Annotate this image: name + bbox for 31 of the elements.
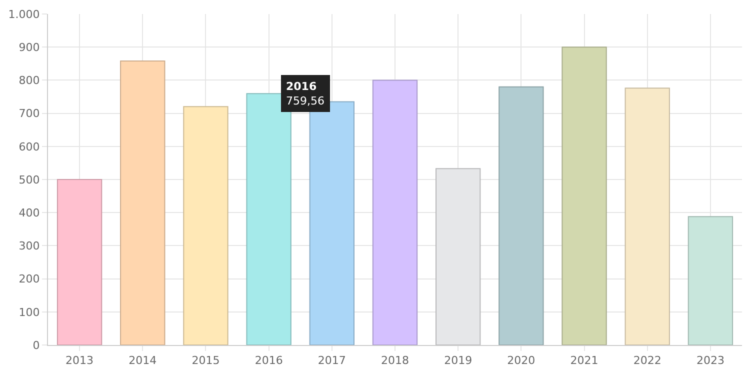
y-tick-label: 100 [18, 306, 40, 319]
y-tick-label: 900 [18, 40, 40, 54]
bar [688, 216, 734, 345]
bar [56, 179, 102, 345]
x-tick-label: 2013 [66, 354, 94, 368]
x-tick-label: 2019 [444, 354, 472, 368]
x-tick-label: 2015 [192, 354, 220, 368]
bar [498, 86, 544, 345]
bar [183, 106, 228, 345]
y-tick-label: 0 [32, 338, 40, 352]
y-tick-label: 400 [18, 206, 40, 220]
y-tick-label: 1.000 [8, 8, 40, 21]
x-tick-label: 2023 [696, 354, 724, 368]
y-tick-label: 800 [18, 74, 40, 88]
y-tick-label: 700 [18, 107, 40, 120]
bar [624, 88, 670, 345]
bar [372, 80, 418, 345]
x-tick-label: 2020 [507, 354, 536, 368]
x-tick-label: 2017 [318, 354, 346, 368]
annotation: 2016 759,56 [286, 80, 324, 108]
x-tick-label: 2021 [570, 354, 598, 368]
x-tick-label: 2018 [381, 354, 409, 368]
x-tick-label: 2016 [254, 354, 283, 368]
bar [562, 46, 607, 345]
y-tick-label: 600 [18, 140, 40, 154]
y-tick-label: 200 [18, 272, 40, 286]
bar [120, 60, 166, 345]
x-tick-label: 2014 [128, 354, 157, 368]
x-tick-label: 2022 [633, 354, 662, 368]
y-tick-label: 300 [18, 240, 40, 253]
y-tick-label: 500 [18, 173, 40, 186]
